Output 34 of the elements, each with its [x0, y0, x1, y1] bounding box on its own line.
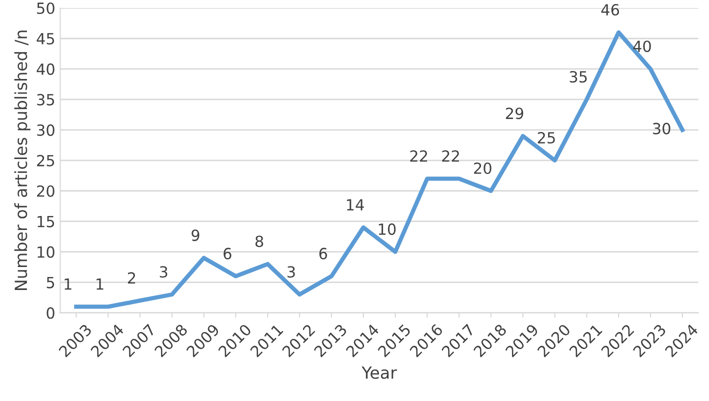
- data-label: 10: [378, 223, 396, 235]
- data-label: 29: [506, 108, 524, 120]
- data-label: 35: [570, 71, 587, 83]
- x-axis-title: Year: [362, 366, 397, 379]
- data-label: 2: [128, 272, 136, 284]
- y-tick-label: 5: [46, 276, 54, 288]
- data-label: 40: [633, 40, 651, 52]
- data-label: 3: [288, 266, 295, 278]
- y-tick-label: 30: [37, 124, 54, 136]
- data-label: 1: [64, 278, 72, 290]
- data-label: 22: [442, 150, 459, 162]
- data-label: 3: [160, 266, 168, 278]
- y-axis-title: Number of articles published /n: [14, 30, 30, 290]
- data-label: 8: [255, 236, 264, 248]
- data-label: 46: [601, 4, 620, 16]
- data-label: 22: [410, 150, 428, 162]
- y-tick-label: 40: [36, 63, 54, 75]
- y-tick-label: 35: [37, 94, 54, 106]
- data-label: 30: [653, 122, 670, 134]
- data-label: 25: [538, 132, 555, 144]
- data-label: 1: [96, 278, 104, 290]
- y-tick-label: 45: [36, 33, 54, 45]
- data-label: 20: [474, 162, 492, 174]
- data-label: 9: [192, 230, 200, 242]
- data-label: 6: [224, 248, 232, 260]
- y-tick-label: 25: [37, 154, 54, 166]
- y-tick-label: 50: [37, 2, 54, 14]
- y-tick-label: 15: [38, 216, 54, 228]
- data-label: 14: [346, 199, 364, 210]
- line-series: [74, 30, 684, 309]
- y-tick-label: 10: [38, 246, 54, 258]
- y-tick-label: 20: [37, 185, 54, 197]
- data-label: 6: [319, 248, 328, 260]
- y-tick-label: 0: [46, 307, 54, 319]
